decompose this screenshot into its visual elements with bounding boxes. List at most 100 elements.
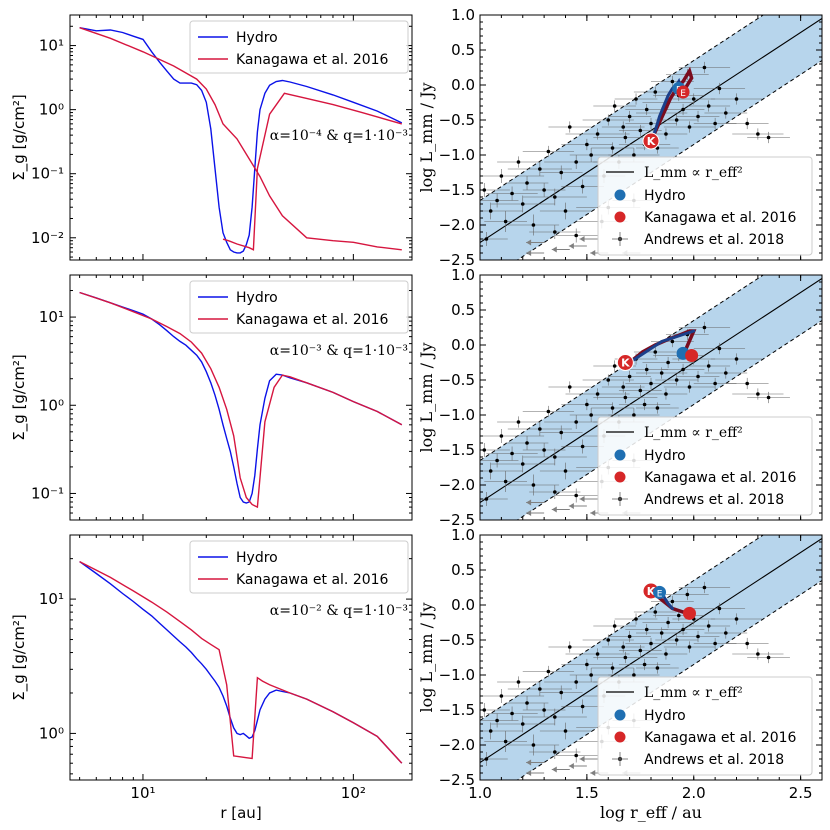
x-tick-label: 1.5 [575,784,599,802]
y-tick-label: −1.0 [439,666,475,684]
y-tick-label: 10⁻¹ [31,484,64,502]
sigma-panel-3: 10⁰ 10¹ 10¹ 10² Σ_g [g/cm²] r [au] α=10⁻² & q=… [10,534,413,822]
y-tick-label: −0.5 [439,111,475,129]
y-tick-label: −2.0 [439,736,475,754]
x-tick-label: 1.0 [468,784,492,802]
kanagawa-marker [676,85,690,99]
y-tick-label: 1.0 [451,526,475,544]
y-tick-label: −2.0 [439,216,475,234]
legend-label: Kanagawa et al. 2016 [236,312,389,328]
legend: Hydro Kanagawa et al. 2016 [189,540,409,594]
legend-label: Hydro [236,290,278,306]
andrews-point [589,673,593,677]
upper-limit-arrow [551,246,557,253]
andrews-point [585,402,589,407]
legend-label: Hydro [644,188,686,204]
legend-box [597,416,813,516]
y-tick-label: 10¹ [39,308,64,326]
andrews-point [655,406,660,410]
y-tick-label: 10⁰ [39,101,64,119]
andrews-point [621,385,626,389]
andrews-point [503,479,508,484]
andrews-point [724,371,728,375]
andrews-point [745,381,749,386]
andrews-point [520,462,525,466]
andrews-point [734,97,739,101]
y-tick-label: 0.0 [451,336,475,354]
legend-box [597,676,813,776]
upper-limit-arrow [551,506,557,513]
andrews-point [595,132,600,136]
kanagawa-line [222,92,402,251]
andrews-point [756,132,760,136]
andrews-point [553,230,557,234]
andrews-point [520,722,525,726]
andrews-point [627,374,632,379]
andrews-point [659,371,664,375]
andrews-point [546,669,551,674]
andrews-point [499,174,504,178]
andrews-point [627,114,632,119]
upper-limit-arrow [526,239,532,246]
andrews-point [756,652,760,656]
legend-marker [614,211,626,223]
y-tick-label: 0.5 [451,561,475,579]
andrews-point [559,430,564,435]
andrews-point [670,339,675,344]
legend-label: Hydro [644,448,686,464]
upper-limit-arrow [579,756,585,762]
y-axis-label: log L_mm / Jy [417,602,436,712]
andrews-point [644,367,649,372]
andrews-point [664,652,668,656]
andrews-point [589,413,593,417]
andrews-point [499,434,504,438]
andrews-point [632,153,636,157]
legend-label: Kanagawa et al. 2016 [236,572,389,588]
sigma-curves [79,291,403,509]
andrews-point [595,652,600,656]
band-upper-edge [480,535,765,721]
legend-marker [614,731,626,743]
andrews-point [638,648,643,653]
y-tick-label: −2.0 [439,476,475,494]
andrews-point [553,750,557,754]
andrews-point [488,729,493,733]
andrews-point [653,350,658,354]
x-axis-label: r [au] [220,804,261,822]
legend-label: L_mm ∝ r_eff² [644,685,743,701]
andrews-point [766,655,771,660]
upper-limit-arrow [568,243,574,249]
y-tick-label: 1.0 [451,266,475,284]
y-tick-label: 10⁻² [31,229,64,247]
andrews-point [644,627,649,632]
y-axis-label: Σ_g [g/cm²] [10,614,29,700]
kanagawa-marker [682,606,696,620]
legend-marker [614,449,626,461]
upper-limit-arrow [526,510,532,516]
y-tick-label: 10⁻¹ [31,165,64,183]
upper-limit-arrow [579,496,585,502]
legend: Hydro Kanagawa et al. 2016 [189,20,409,74]
andrews-point [542,708,546,712]
y-tick-label: 0.0 [451,596,475,614]
legend-label: Andrews et al. 2018 [644,752,784,768]
legend-marker [614,189,626,201]
y-tick-label: 10¹ [39,37,64,55]
andrews-point [766,135,771,140]
kanagawa-line [79,291,403,509]
andrews-point [606,378,611,382]
andrews-point [510,191,514,196]
andrews-point [542,448,546,452]
andrews-point [621,645,626,649]
legend-label: Hydro [644,708,686,724]
y-tick-label: −2.5 [439,251,475,269]
andrews-point [655,666,660,670]
y-tick-label: −1.5 [439,181,475,199]
andrews-point [563,209,568,213]
andrews-point [745,641,749,646]
size-luminosity-panel-2: K −2.5 −2.0 −1.5 −1.0 −0.5 0.0 0.5 1.0 log L_mm /… [417,266,823,529]
andrews-point [580,184,585,189]
andrews-point [702,325,707,330]
andrews-point [538,687,542,691]
